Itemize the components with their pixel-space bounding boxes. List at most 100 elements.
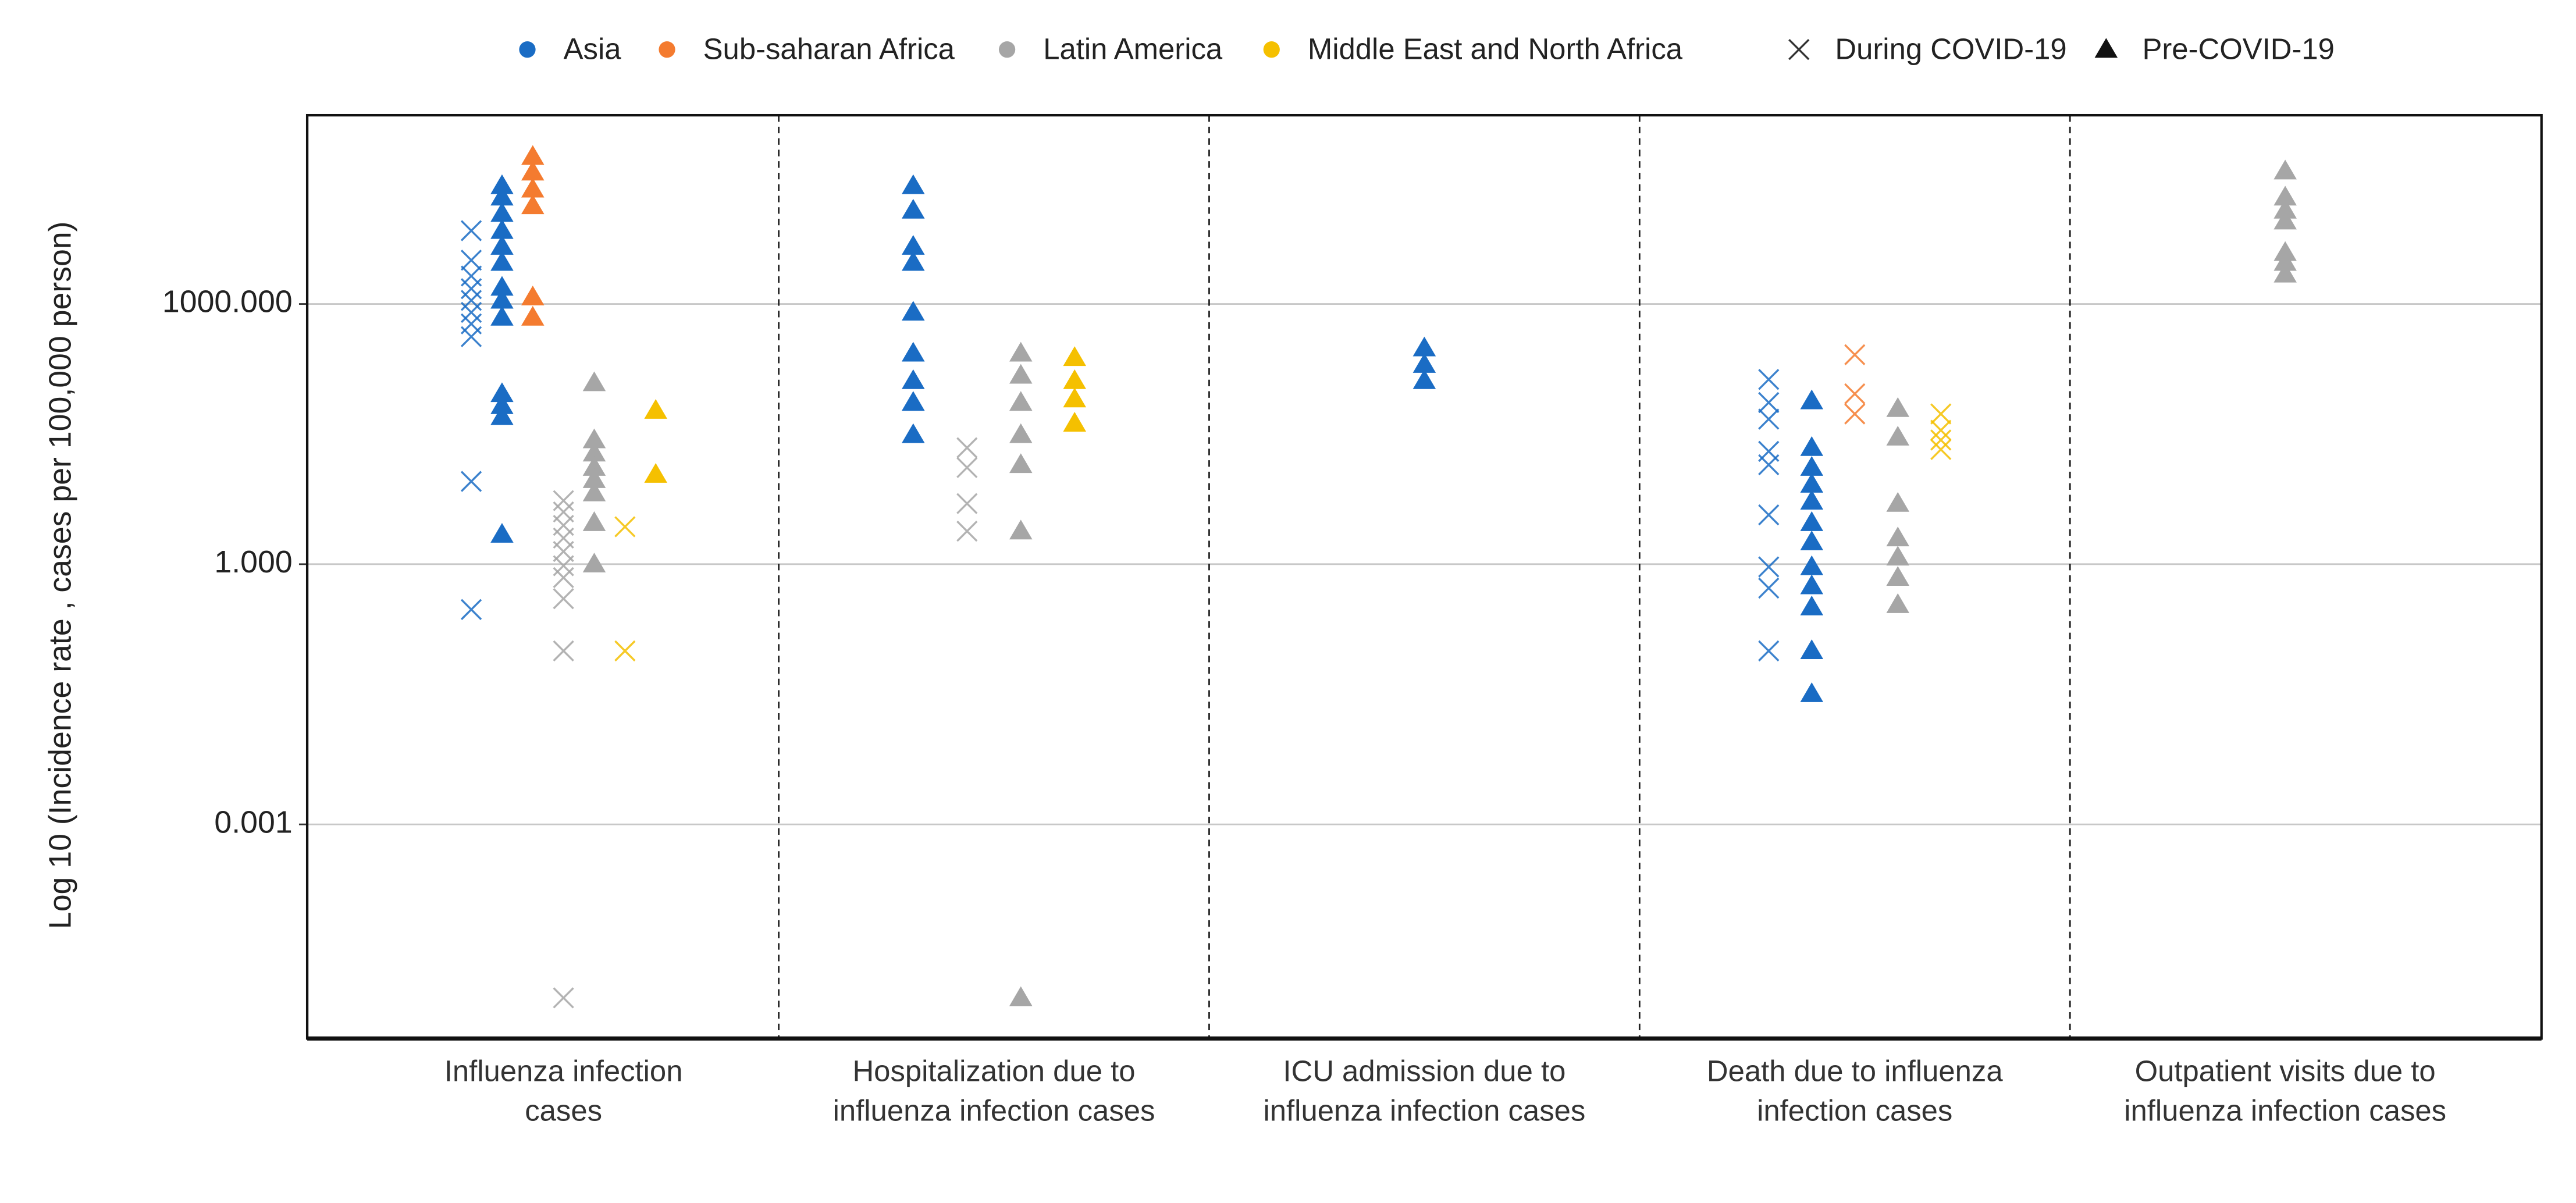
data-point: [1009, 391, 1033, 411]
legend-swatch: [2094, 38, 2118, 58]
data-point: [1800, 473, 1824, 493]
data-point: [1800, 595, 1824, 615]
data-point: [2273, 251, 2297, 271]
data-point: [2273, 209, 2297, 230]
data-point: [1800, 389, 1824, 410]
data-point: [1800, 455, 1824, 476]
data-point: [1758, 391, 1780, 414]
data-point: [902, 391, 925, 411]
data-point: [902, 369, 925, 389]
data-point: [902, 174, 925, 194]
x-tick-label: Influenza infection cases: [444, 1055, 683, 1127]
legend-label: During COVID-19: [1835, 32, 2066, 65]
data-point: [644, 462, 667, 483]
data-point: [902, 423, 925, 443]
data-point: [460, 220, 482, 241]
data-point: [1800, 490, 1824, 510]
data-point: [1886, 492, 1910, 512]
data-point: [490, 382, 514, 403]
legend-swatch: [998, 41, 1016, 58]
data-point: [1800, 511, 1824, 531]
data-point: [490, 305, 514, 326]
data-point: [1758, 454, 1780, 476]
data-point: [490, 405, 514, 425]
legend-swatch: [659, 41, 675, 58]
data-point: [553, 640, 574, 662]
data-point: [902, 341, 925, 362]
data-point: [490, 202, 514, 222]
legend-swatch: [519, 41, 536, 58]
data-point: [490, 186, 514, 206]
x-tick-label: Outpatient visits due to influenza infec…: [2124, 1055, 2447, 1127]
data-point: [1412, 336, 1436, 357]
legend-label: Sub-saharan Africa: [703, 32, 955, 65]
data-point: [1930, 439, 1952, 460]
legend-label: Pre-COVID-19: [2142, 32, 2334, 65]
data-point: [582, 455, 606, 476]
data-point: [460, 471, 482, 492]
x-tick-label-box: Hospitalization due to influenza infecti…: [832, 1055, 1155, 1127]
data-point: [2273, 198, 2297, 219]
data-point: [553, 588, 574, 610]
data-point: [1063, 346, 1087, 366]
data-point: [1886, 566, 1910, 586]
y-axis-label: Log 10 (Incidence rate , cases per 100,0…: [42, 221, 77, 929]
data-point: [553, 567, 574, 589]
data-point: [1009, 453, 1033, 474]
data-point: [460, 599, 482, 620]
data-point: [2273, 186, 2297, 206]
data-point: [1009, 423, 1033, 443]
data-point: [460, 278, 482, 300]
data-point: [1800, 682, 1824, 702]
data-point: [582, 371, 606, 391]
data-point: [490, 251, 514, 271]
x-tick-label: ICU admission due to influenza infection…: [1263, 1055, 1586, 1127]
data-point: [614, 516, 636, 538]
x-tick-label-box: Influenza infection cases: [444, 1055, 683, 1127]
x-tick-label: Hospitalization due to influenza infecti…: [832, 1055, 1155, 1127]
legend-swatch: [1263, 41, 1280, 58]
data-point: [1930, 419, 1952, 441]
data-point: [1886, 593, 1910, 613]
data-point: [553, 490, 574, 511]
data-point: [490, 234, 514, 255]
data-point: [521, 285, 545, 305]
legend-label: Latin America: [1043, 32, 1223, 65]
data-point: [1800, 531, 1824, 550]
data-point: [956, 493, 978, 514]
y-tick-label: 1000.000: [162, 284, 293, 319]
data-point: [521, 305, 545, 326]
data-point: [1758, 640, 1780, 662]
data-point: [1009, 364, 1033, 384]
data-point: [1063, 387, 1087, 408]
data-point: [1886, 426, 1910, 446]
data-point: [490, 523, 514, 543]
y-tick-label: 0.001: [214, 805, 292, 839]
data-point: [1800, 436, 1824, 456]
data-point: [582, 553, 606, 572]
data-point: [490, 219, 514, 239]
y-tick-label: 1.000: [214, 544, 292, 579]
data-point: [2273, 159, 2297, 180]
data-point: [582, 481, 606, 501]
data-point: [1886, 397, 1910, 417]
data-point: [460, 301, 482, 323]
data-point: [1063, 412, 1087, 432]
data-point: [582, 428, 606, 449]
data-point: [460, 326, 482, 347]
x-tick-label: Death due to influenza infection cases: [1706, 1055, 2003, 1127]
data-point: [644, 399, 667, 419]
data-point: [1758, 556, 1780, 578]
data-point: [521, 145, 545, 165]
data-point: [1844, 383, 1866, 405]
data-point: [1844, 344, 1866, 365]
data-point: [1758, 408, 1780, 430]
data-point: [1800, 555, 1824, 575]
data-point: [902, 234, 925, 255]
data-point: [460, 250, 482, 271]
data-point: [2273, 241, 2297, 261]
data-point: [902, 301, 925, 321]
data-point: [1063, 369, 1087, 389]
